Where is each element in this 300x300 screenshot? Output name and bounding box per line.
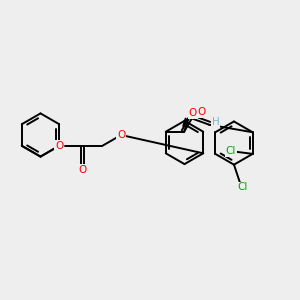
Text: O: O — [55, 141, 63, 151]
Text: O: O — [198, 107, 206, 117]
Text: O: O — [189, 109, 197, 118]
Text: O: O — [78, 165, 86, 175]
Text: Cl: Cl — [237, 182, 247, 192]
Text: O: O — [117, 130, 125, 140]
Text: H: H — [212, 117, 220, 127]
Text: Cl: Cl — [226, 146, 236, 156]
